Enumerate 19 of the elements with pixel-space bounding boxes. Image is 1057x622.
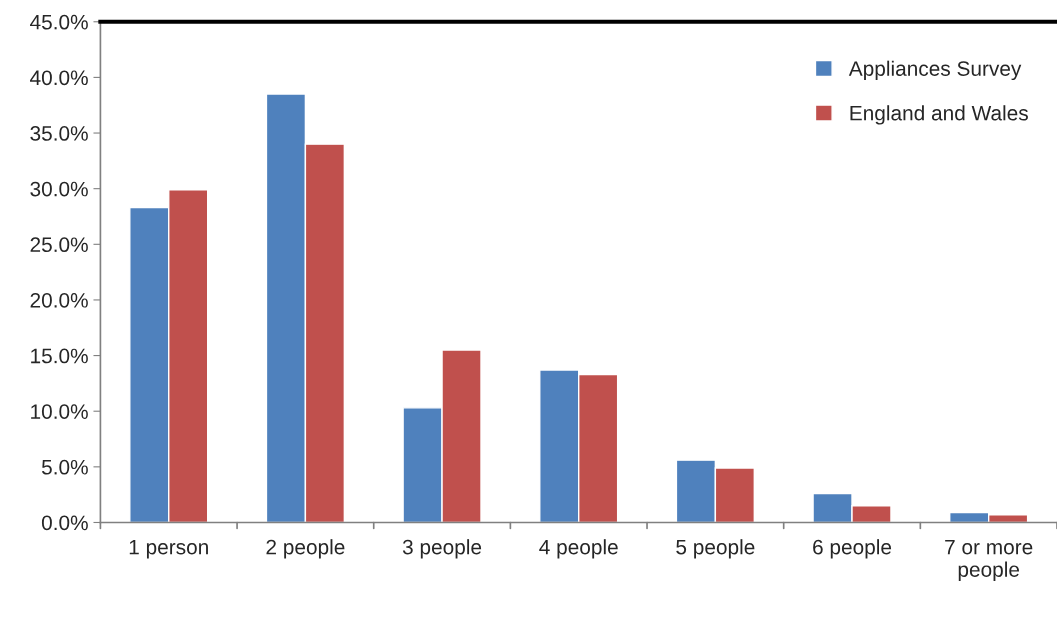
y-tick-label: 0.0% xyxy=(41,515,88,531)
y-tick-label: 35.0% xyxy=(30,126,88,141)
x-tick-label: 3 people xyxy=(402,539,482,559)
x-tick-label: 1 person xyxy=(129,539,208,559)
legend-label: England and Wales xyxy=(850,105,1028,125)
x-tick-label: 6 people xyxy=(813,539,892,559)
y-tick-label: 5.0% xyxy=(41,459,88,475)
legend-label: Appliances Survey xyxy=(848,60,1022,81)
x-tick-label: 2 people xyxy=(266,539,345,559)
y-tick-label: 40.0% xyxy=(30,70,88,86)
x-tick-label: 7 or more people xyxy=(945,539,1033,582)
y-tick-label: 30.0% xyxy=(30,181,88,197)
x-tick-label: 5 people xyxy=(676,539,755,559)
y-tick-label: 45.0% xyxy=(30,14,88,30)
y-tick-label: 10.0% xyxy=(31,404,88,419)
y-tick-label: 15.0% xyxy=(31,348,88,364)
y-tick-label: 20.0% xyxy=(30,292,88,308)
y-tick-label: 25.0% xyxy=(30,237,88,253)
x-tick-label: 4 people xyxy=(539,539,618,559)
